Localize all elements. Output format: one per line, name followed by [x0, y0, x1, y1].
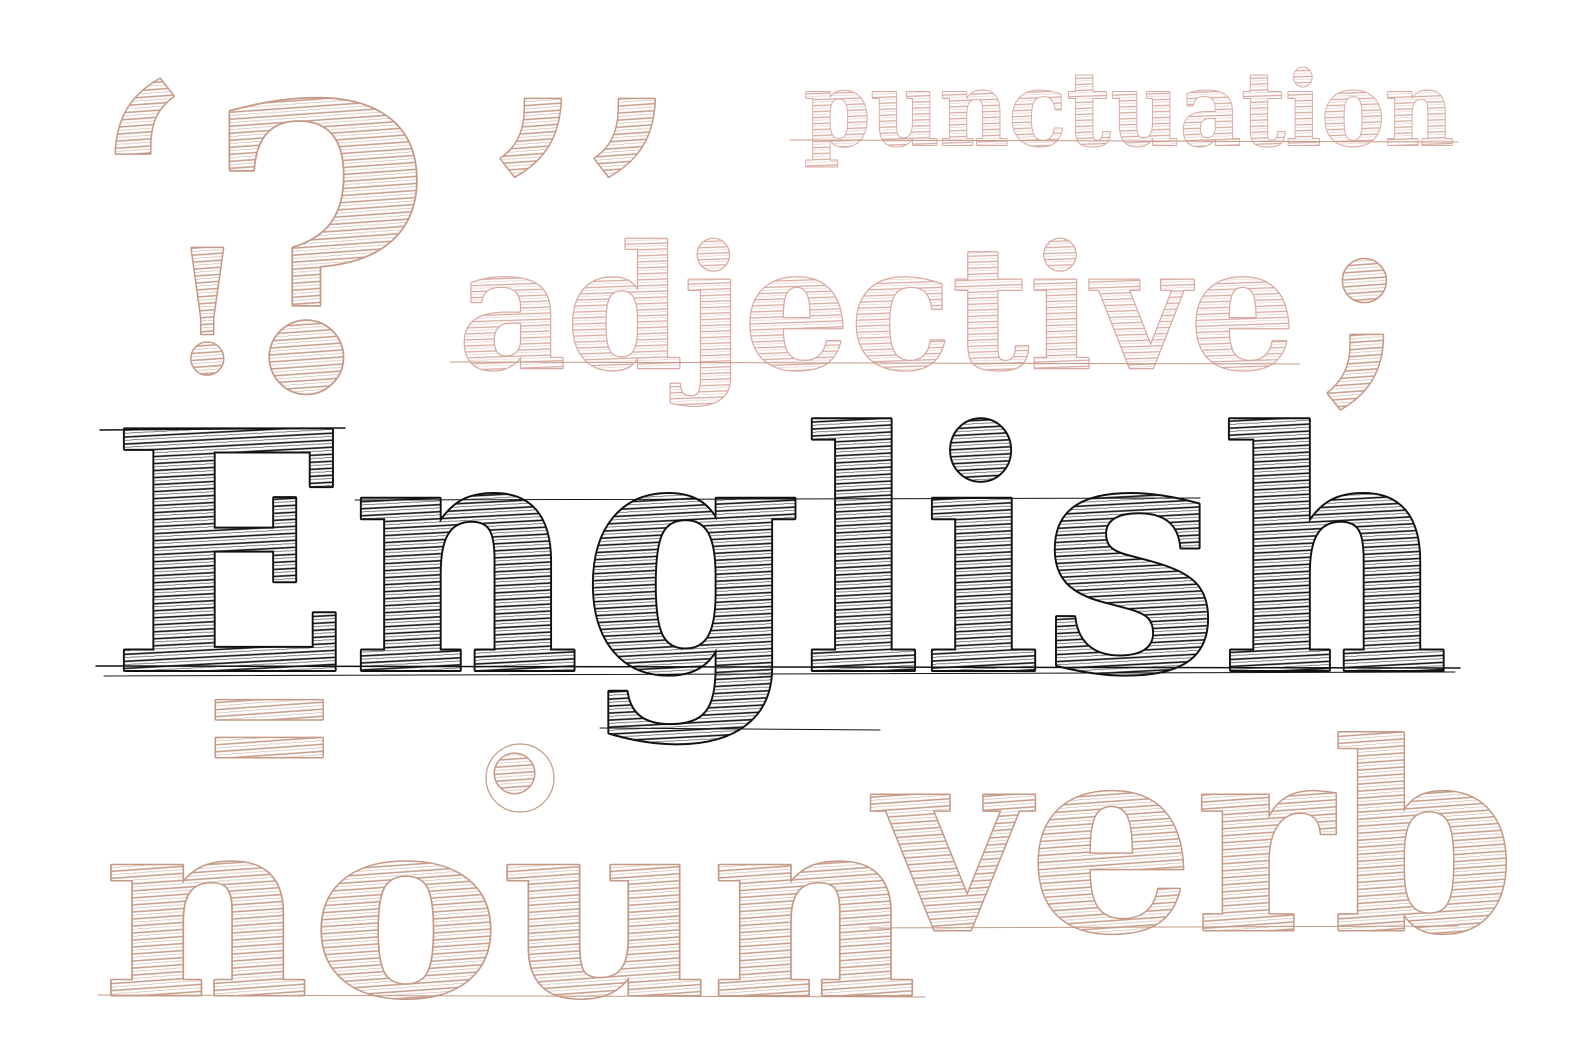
sketch-guide-lines-rose — [97, 139, 1459, 998]
close-quote-marks: ’’ — [488, 42, 676, 360]
word-noun: noun — [102, 760, 918, 1054]
word-adjective: adjective — [458, 209, 1296, 409]
semicolon-mark: ; — [1322, 157, 1407, 427]
question-mark: ? — [205, 22, 434, 480]
word-english: English — [110, 360, 1450, 748]
sketch-guide-lines — [95, 427, 1461, 731]
word-punctuation: punctuation — [804, 50, 1454, 170]
equals-sign: = — [198, 623, 340, 823]
word-verb: verb — [868, 687, 1516, 992]
exclamation-mark: ! — [170, 213, 245, 413]
period-mark: . — [478, 593, 551, 840]
open-quote-mark: ‘ — [98, 29, 189, 334]
